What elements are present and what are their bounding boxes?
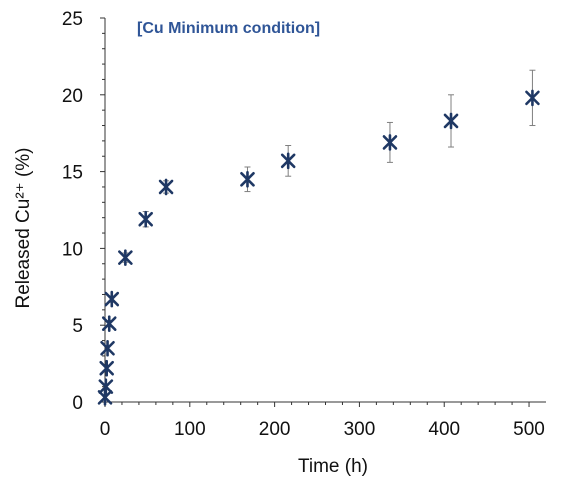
data-point bbox=[525, 69, 540, 127]
data-point bbox=[99, 359, 114, 377]
data-point bbox=[98, 378, 114, 395]
data-point bbox=[100, 339, 115, 357]
data-points bbox=[97, 69, 540, 406]
data-point bbox=[104, 290, 120, 308]
x-tick-label: 100 bbox=[174, 419, 206, 440]
data-point bbox=[101, 315, 117, 332]
x-tick-label: 400 bbox=[428, 419, 460, 440]
y-ticks: 0 5 10 15 20 25 bbox=[62, 9, 105, 414]
x-axis-label: Time (h) bbox=[298, 456, 368, 477]
data-point bbox=[240, 166, 255, 193]
x-tick-label: 0 bbox=[100, 419, 111, 440]
y-tick-label: 15 bbox=[62, 163, 83, 184]
data-point bbox=[443, 94, 459, 148]
data-point bbox=[382, 121, 398, 163]
y-tick-label: 5 bbox=[72, 316, 83, 337]
x-ticks: 0 100 200 300 400 500 bbox=[100, 402, 545, 440]
y-axis-label: Released Cu²⁺ (%) bbox=[13, 147, 34, 308]
data-point bbox=[118, 249, 133, 266]
data-point bbox=[138, 210, 154, 228]
data-point bbox=[280, 144, 296, 177]
x-tick-label: 300 bbox=[344, 419, 376, 440]
x-tick-label: 500 bbox=[513, 419, 545, 440]
y-tick-label: 0 bbox=[72, 393, 83, 414]
axes bbox=[104, 18, 546, 403]
chart-annotation: [Cu Minimum condition] bbox=[137, 20, 320, 37]
y-tick-label: 20 bbox=[62, 86, 83, 107]
y-tick-label: 25 bbox=[62, 9, 83, 30]
x-tick-label: 200 bbox=[259, 419, 291, 440]
y-tick-label: 10 bbox=[62, 239, 83, 260]
data-point bbox=[158, 178, 174, 196]
